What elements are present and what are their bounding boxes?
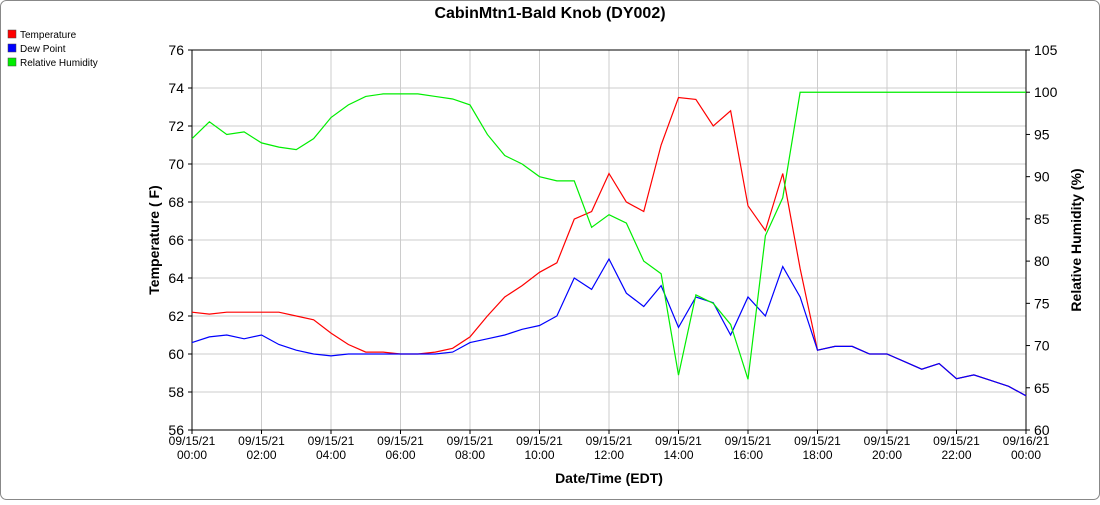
x-tick-label: 09/15/21 12:00 bbox=[586, 434, 633, 462]
series-line bbox=[191, 91, 1026, 380]
y-tick-label: 68 bbox=[168, 194, 184, 210]
y2-tick-label: 60 bbox=[1034, 422, 1050, 438]
y2-tick-label: 85 bbox=[1034, 211, 1050, 227]
x-axis-title: Date/Time (EDT) bbox=[555, 470, 663, 486]
legend-swatch bbox=[7, 29, 17, 39]
chart-title: CabinMtn1-Bald Knob (DY002) bbox=[434, 5, 665, 22]
x-tick-label: 09/15/21 06:00 bbox=[377, 434, 424, 462]
y-tick-label: 76 bbox=[168, 42, 184, 58]
y2-tick-label: 105 bbox=[1034, 42, 1058, 58]
x-tick-label: 09/15/21 00:00 bbox=[169, 434, 216, 462]
x-tick-label: 09/15/21 22:00 bbox=[933, 434, 980, 462]
x-tick-label: 09/15/21 18:00 bbox=[794, 434, 841, 462]
x-tick-label: 09/15/21 04:00 bbox=[308, 434, 355, 462]
legend-label: Relative Humidity bbox=[20, 58, 98, 69]
y2-tick-label: 75 bbox=[1034, 295, 1050, 311]
y-tick-label: 64 bbox=[168, 270, 184, 286]
y2-tick-label: 80 bbox=[1034, 253, 1050, 269]
x-tick-label: 09/15/21 16:00 bbox=[725, 434, 772, 462]
plot-area bbox=[191, 49, 1027, 431]
x-tick-label: 09/15/21 02:00 bbox=[238, 434, 285, 462]
x-tick-label: 09/16/21 00:00 bbox=[1003, 434, 1050, 462]
y-tick-label: 58 bbox=[168, 384, 184, 400]
x-tick-label: 09/15/21 10:00 bbox=[516, 434, 563, 462]
y2-tick-label: 90 bbox=[1034, 169, 1050, 185]
legend-swatch bbox=[7, 57, 17, 67]
legend-label: Temperature bbox=[20, 30, 77, 41]
y-tick-label: 62 bbox=[168, 308, 184, 324]
y2-axis-title: Relative Humidity (%) bbox=[1068, 168, 1084, 311]
x-tick-label: 09/15/21 08:00 bbox=[447, 434, 494, 462]
y-tick-label: 66 bbox=[168, 232, 184, 248]
y2-tick-label: 70 bbox=[1034, 338, 1050, 354]
y-axis-title: Temperature ( F) bbox=[146, 185, 162, 294]
x-tick-label: 09/15/21 14:00 bbox=[655, 434, 702, 462]
y2-tick-label: 100 bbox=[1034, 84, 1058, 100]
series-line bbox=[191, 257, 1027, 397]
y-tick-label: 60 bbox=[168, 346, 184, 362]
x-tick-label: 09/15/21 20:00 bbox=[864, 434, 911, 462]
y2-tick-label: 65 bbox=[1034, 380, 1050, 396]
y-tick-label: 70 bbox=[168, 156, 184, 172]
y-tick-label: 56 bbox=[168, 422, 184, 438]
y2-tick-label: 95 bbox=[1034, 126, 1050, 142]
y-tick-label: 74 bbox=[168, 80, 184, 96]
legend-label: Dew Point bbox=[20, 44, 66, 55]
y-tick-label: 72 bbox=[168, 118, 184, 134]
legend-swatch bbox=[7, 43, 17, 53]
